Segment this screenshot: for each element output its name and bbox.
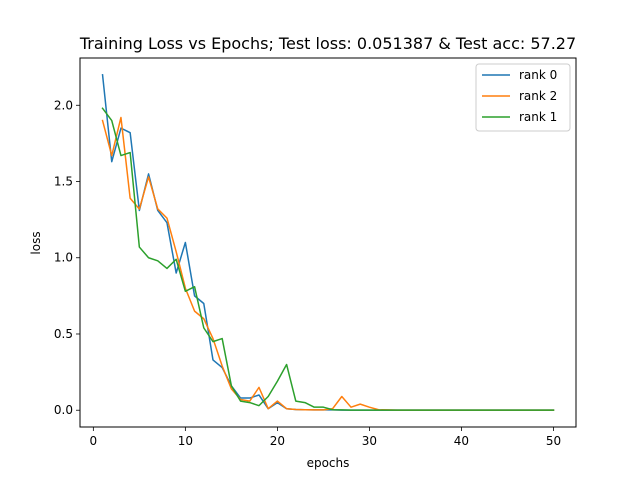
plot-frame: [79, 57, 577, 428]
x-axis-label: epochs: [307, 456, 350, 470]
x-tick-label: 20: [270, 434, 285, 448]
x-tick-label: 0: [90, 434, 98, 448]
legend-label: rank 2: [519, 89, 557, 103]
series-layer: [101, 73, 555, 411]
y-axis-label: loss: [29, 231, 43, 254]
x-axis: 0 10 20 30 40 50: [90, 427, 561, 448]
legend: rank 0 rank 2 rank 1: [475, 63, 571, 132]
x-tick-label: 40: [454, 434, 469, 448]
y-tick-label: 2.0: [54, 98, 73, 112]
legend-label: rank 1: [519, 110, 557, 124]
legend-box: [475, 63, 571, 132]
x-tick-label: 10: [178, 434, 193, 448]
chart-title: Training Loss vs Epochs; Test loss: 0.05…: [79, 34, 576, 53]
y-tick-label: 1.5: [54, 175, 73, 189]
series-line-rank-1: [101, 107, 555, 411]
legend-label: rank 0: [519, 68, 557, 82]
y-tick-label: 0.0: [54, 403, 73, 417]
y-tick-label: 0.5: [54, 327, 73, 341]
x-tick-label: 50: [546, 434, 561, 448]
y-tick-label: 1.0: [54, 251, 73, 265]
x-tick-label: 30: [362, 434, 377, 448]
y-axis: 0.0 0.5 1.0 1.5 2.0: [54, 98, 80, 417]
